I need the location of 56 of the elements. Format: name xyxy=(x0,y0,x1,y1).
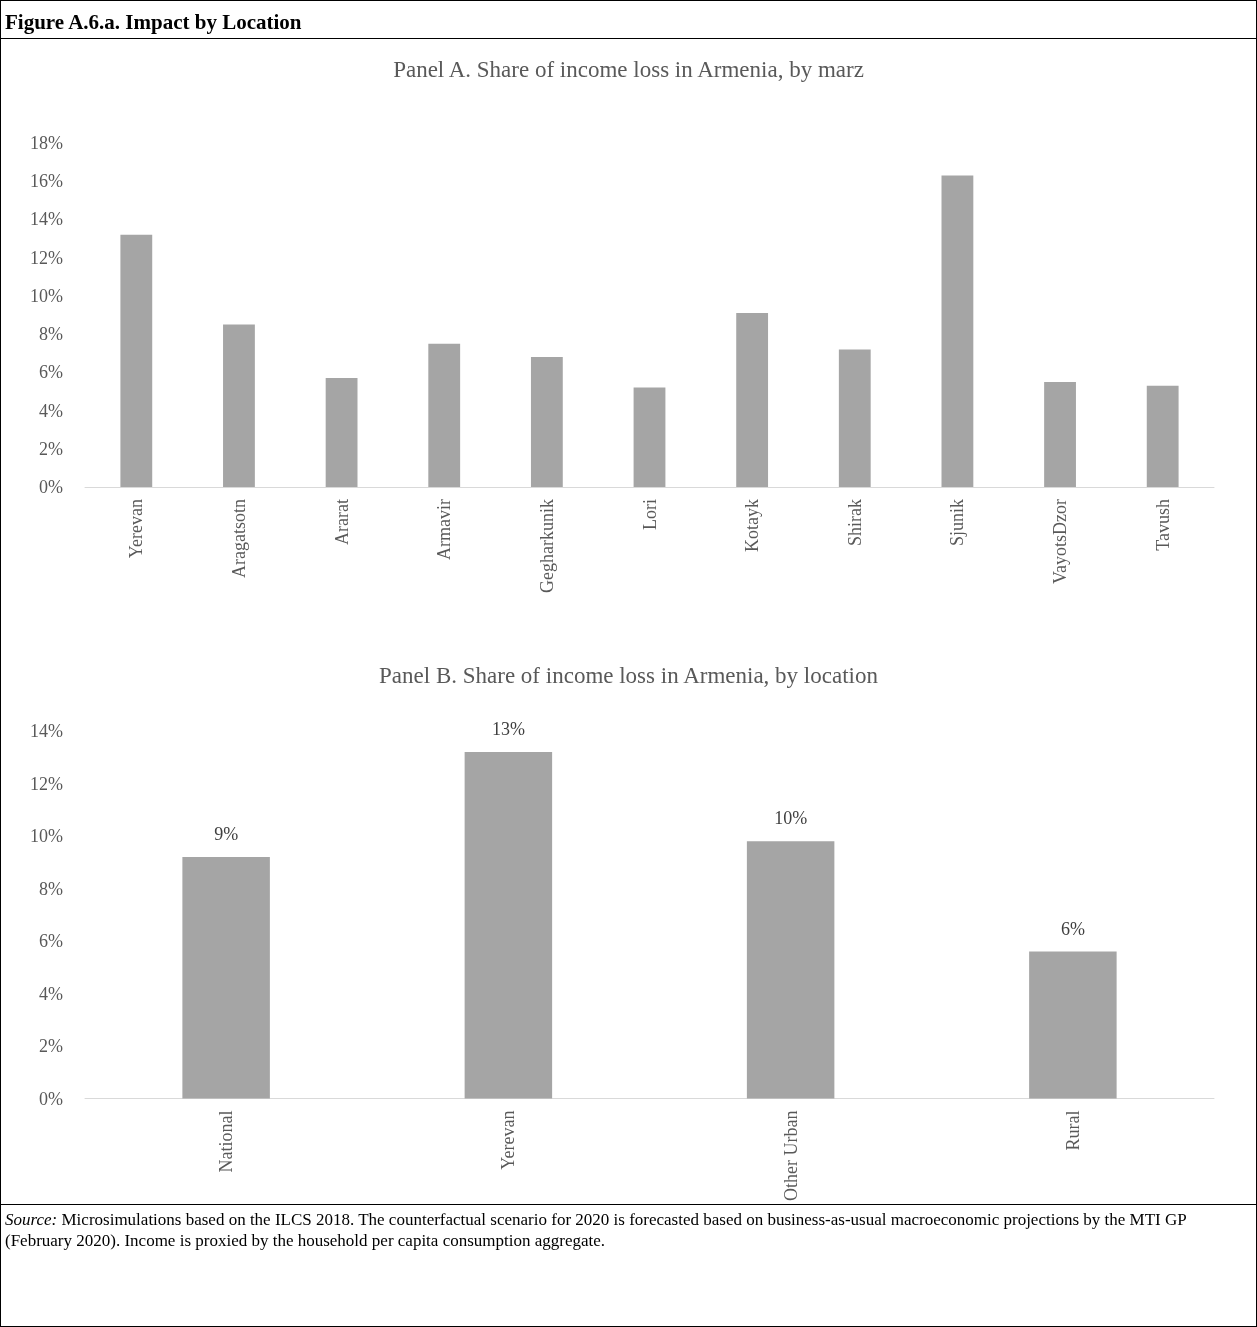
y-tick-label: 8% xyxy=(39,324,63,345)
source-note: Source: Microsimulations based on the ILCS 2018. The counterfactual scenario for 2020 is forecasted based on business-as-usual macroeconomic projections by the MTI GP (February 2020). Income is proxied by the household per capita consumption aggregate. xyxy=(5,1209,1188,1251)
x-tick-label: Ararat xyxy=(331,499,352,545)
y-tick-label: 14% xyxy=(30,721,63,741)
bar xyxy=(838,349,871,487)
x-tick-label: Sjunik xyxy=(947,499,968,547)
y-tick-label: 0% xyxy=(39,1088,63,1109)
y-tick-label: 14% xyxy=(30,209,63,230)
text: Figure A.6.a. Impact by Location xyxy=(1,1,1256,39)
y-tick-label: 12% xyxy=(30,773,63,794)
x-tick-label: Aragatsotn xyxy=(228,499,249,578)
bar xyxy=(120,234,153,487)
y-tick-label: 12% xyxy=(30,247,63,268)
y-tick-label: 4% xyxy=(39,400,63,421)
bar xyxy=(1146,385,1179,487)
y-tick-label: 8% xyxy=(39,878,63,899)
x-tick-label: Other Urban xyxy=(780,1110,801,1201)
x-tick-label: Yerevan xyxy=(498,1110,519,1170)
x-tick-label: Kotayk xyxy=(742,499,763,552)
bar xyxy=(182,857,270,1099)
bar xyxy=(941,175,974,487)
y-tick-label: 2% xyxy=(39,1036,63,1057)
x-tick-label: National xyxy=(216,1110,237,1173)
y-tick-label: 4% xyxy=(39,983,63,1004)
x-tick-label: Lori xyxy=(639,499,660,530)
y-tick-label: 0% xyxy=(39,477,63,497)
bar xyxy=(736,313,769,487)
data-label: 9% xyxy=(214,824,239,845)
bar xyxy=(746,841,835,1099)
chart-title: Panel B. Share of income loss in Armenia, by location xyxy=(379,663,879,688)
bar xyxy=(530,357,563,487)
bar xyxy=(633,387,666,487)
bar xyxy=(1044,381,1076,487)
y-tick-label: 18% xyxy=(30,133,63,153)
bar xyxy=(223,324,255,487)
data-label: 13% xyxy=(491,719,525,739)
y-tick-label: 6% xyxy=(39,931,63,952)
y-tick-label: 16% xyxy=(30,171,63,192)
y-tick-label: 2% xyxy=(39,438,63,459)
x-tick-label: Shirak xyxy=(844,499,865,546)
x-tick-label: Yerevan xyxy=(126,499,147,559)
x-tick-label: Armavir xyxy=(434,499,455,560)
chart-title: Panel A. Share of income loss in Armenia, by marz xyxy=(393,57,864,82)
data-label: 6% xyxy=(1060,918,1085,939)
bar xyxy=(428,343,461,487)
y-tick-label: 10% xyxy=(30,285,63,306)
bar xyxy=(1029,951,1117,1099)
bar xyxy=(464,752,553,1099)
data-label: 10% xyxy=(774,808,808,829)
y-tick-label: 6% xyxy=(39,362,63,383)
bar xyxy=(325,378,358,487)
x-tick-label: Rural xyxy=(1062,1110,1083,1151)
x-tick-label: VayotsDzor xyxy=(1050,499,1071,584)
y-tick-label: 10% xyxy=(30,826,63,847)
x-tick-label: Gegharkunik xyxy=(536,499,557,593)
x-tick-label: Tavush xyxy=(1152,499,1173,551)
